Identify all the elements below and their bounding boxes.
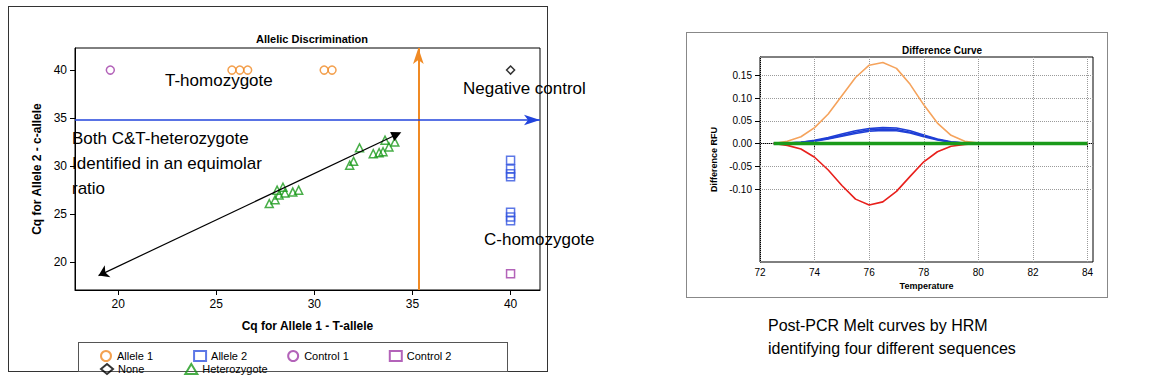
svg-text:30: 30 [308,297,322,311]
svg-text:Cq for Allele 1 - T-allele: Cq for Allele 1 - T-allele [242,319,374,333]
svg-text:Difference RFU: Difference RFU [709,127,719,192]
svg-text:72: 72 [754,267,766,278]
svg-text:80: 80 [973,267,985,278]
svg-text:0.05: 0.05 [733,115,753,126]
svg-text:-0.10: -0.10 [729,184,752,195]
svg-text:None: None [118,363,144,375]
svg-text:0.15: 0.15 [733,70,753,81]
svg-text:78: 78 [918,267,930,278]
svg-text:Control 1: Control 1 [304,350,349,362]
svg-text:Allele 1: Allele 1 [117,350,153,362]
svg-text:C-homozygote: C-homozygote [484,230,595,249]
svg-text:Temperature: Temperature [900,281,954,291]
svg-text:40: 40 [504,297,518,311]
svg-text:40: 40 [54,63,68,77]
html-text:Post-PCR Melt curves by HRM: Post-PCR Melt curves by HRM [768,317,988,334]
svg-text:82: 82 [1027,267,1039,278]
svg-text:35: 35 [54,111,68,125]
svg-text:20: 20 [54,255,68,269]
svg-text:Cq for Allele 2 - c-allele: Cq for Allele 2 - c-allele [30,103,44,235]
svg-text:76: 76 [864,267,876,278]
svg-text:Negative control: Negative control [463,79,586,98]
svg-text:T-homozygote: T-homozygote [165,71,273,90]
svg-text:Control 2: Control 2 [407,350,452,362]
svg-text:35: 35 [406,297,420,311]
svg-text:Allelic Discrimination: Allelic Discrimination [256,33,368,45]
svg-text:-0.05: -0.05 [729,161,752,172]
svg-text:Identified in an equimolar: Identified in an equimolar [72,154,262,173]
svg-text:Both C&T-heterozygote: Both C&T-heterozygote [72,129,249,148]
svg-text:25: 25 [54,207,68,221]
svg-text:20: 20 [111,297,125,311]
svg-text:74: 74 [809,267,821,278]
svg-text:Heterozygote: Heterozygote [202,363,267,375]
svg-text:Allele 2: Allele 2 [211,350,247,362]
svg-text:30: 30 [54,159,68,173]
svg-text:84: 84 [1082,267,1094,278]
svg-text:ratio: ratio [72,179,105,198]
svg-text:25: 25 [210,297,224,311]
svg-text:0.00: 0.00 [733,138,753,149]
svg-text:0.10: 0.10 [733,93,753,104]
svg-text:Difference Curve: Difference Curve [902,45,982,56]
html-text:identifying four different seq: identifying four different sequences [768,340,1016,357]
